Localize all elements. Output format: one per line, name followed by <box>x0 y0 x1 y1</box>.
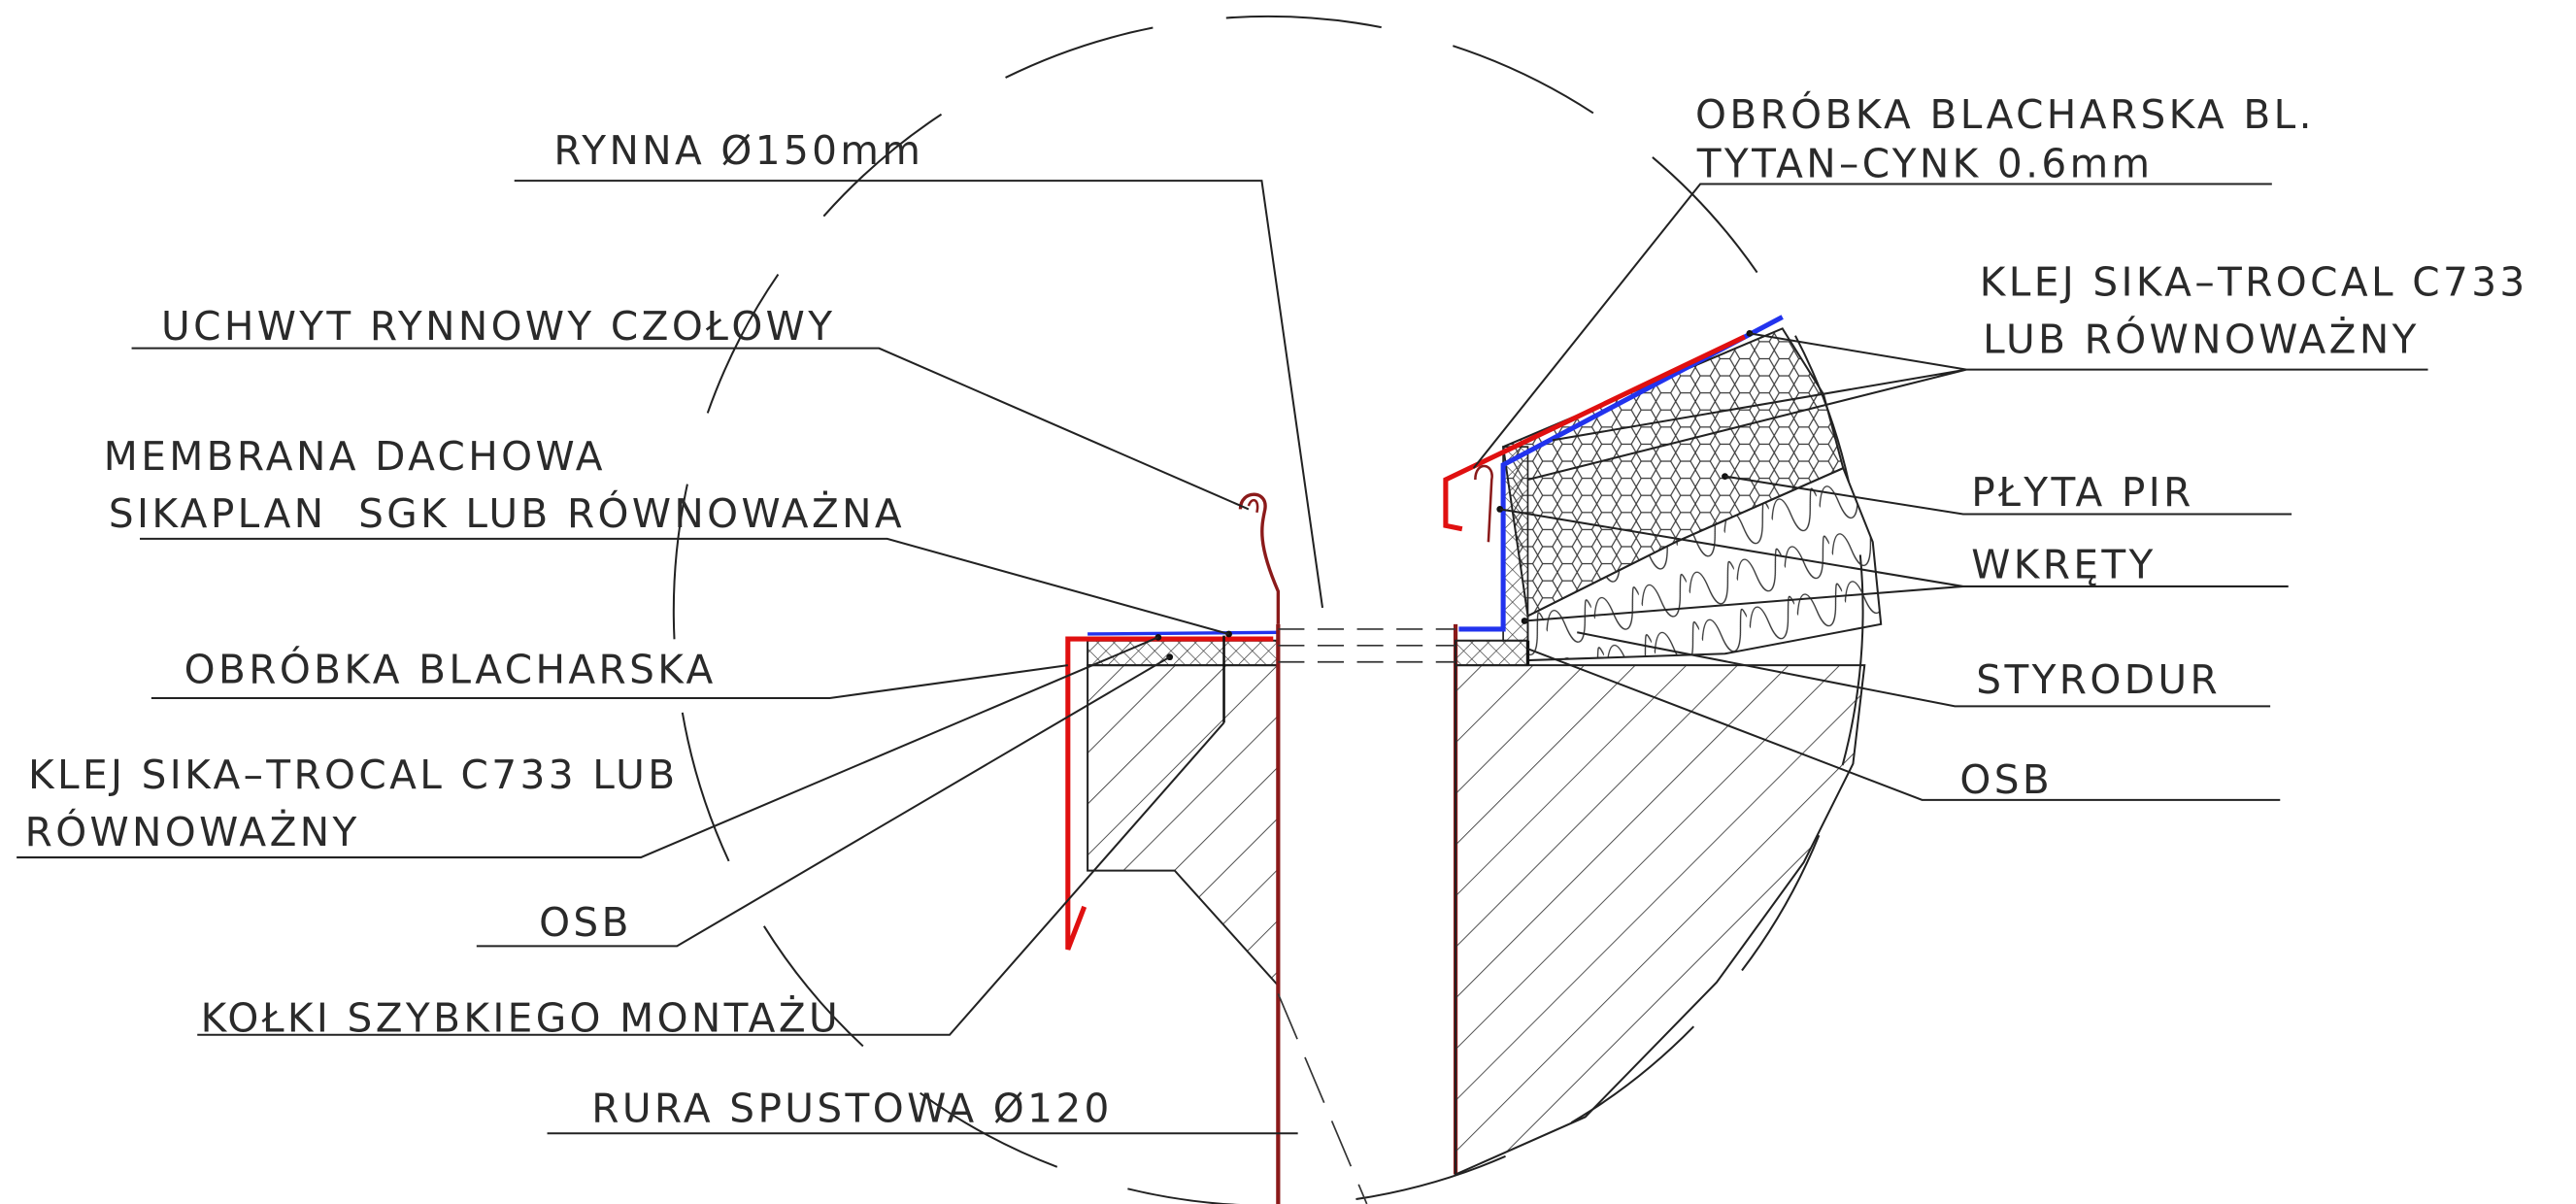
label: TYTAN–CYNK 0.6mm <box>1696 141 2154 187</box>
label: RYNNA Ø150mm <box>553 127 923 174</box>
label: OSB <box>539 899 632 946</box>
leader <box>132 349 1249 510</box>
hidden-lines <box>1278 629 1455 662</box>
label: KOŁKI SZYBKIEGO MONTAŻU <box>201 994 842 1041</box>
label: STYRODUR <box>1976 656 2221 703</box>
label: KLEJ SIKA–TROCAL C733 <box>1980 259 2528 306</box>
membrane <box>1087 632 1278 634</box>
body: RYNNA Ø150mm UCHWYT RYNNOWY CZOŁOWY MEMB… <box>0 0 2576 1204</box>
left-osb <box>1087 641 1278 665</box>
label: MEMBRANA DACHOWA <box>104 433 606 480</box>
label: OBRÓBKA BLACHARSKA <box>184 647 717 693</box>
label: RÓWNOWAŻNY <box>25 809 360 855</box>
hidden-line <box>1278 993 1366 1204</box>
drawing: RYNNA Ø150mm UCHWYT RYNNOWY CZOŁOWY MEMB… <box>0 0 2576 1204</box>
gutter-hook <box>1249 500 1257 513</box>
label: WKRĘTY <box>1971 541 2157 587</box>
label: KLEJ SIKA–TROCAL C733 LUB <box>28 752 679 798</box>
right-wall <box>1455 665 1864 1174</box>
gutter-right <box>1475 466 1491 542</box>
label: OBRÓBKA BLACHARSKA BL. <box>1695 91 2315 138</box>
label: RURA SPUSTOWA Ø120 <box>591 1085 1113 1131</box>
page: Detail {"left_labels":[ {"lines":["RYNNA… <box>0 0 2576 1204</box>
label: LUB RÓWNOWAŻNY <box>1983 317 2420 363</box>
label: UCHWYT RYNNOWY CZOŁOWY <box>161 303 835 350</box>
osb-strip <box>1503 447 1527 641</box>
label: SIKAPLAN SGK LUB RÓWNOWAŻNA <box>109 490 905 537</box>
left-wall <box>1087 665 1278 986</box>
right-osb <box>1455 641 1527 665</box>
leader <box>140 539 1229 634</box>
label: OSB <box>1959 756 2053 803</box>
label: PŁYTA PIR <box>1971 469 2194 516</box>
leader <box>515 181 1322 608</box>
gutter <box>1240 494 1278 624</box>
